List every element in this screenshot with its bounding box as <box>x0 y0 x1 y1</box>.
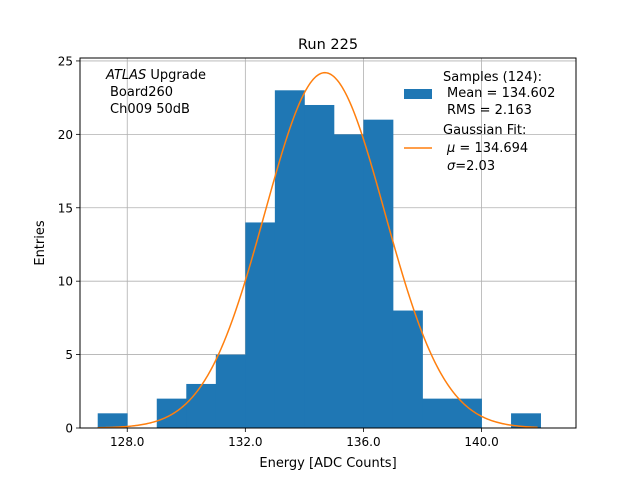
histogram-bar <box>215 354 246 428</box>
sigma-symbol: σ <box>447 159 456 174</box>
legend-fit-mu-value: = 134.694 <box>455 141 528 156</box>
histogram-bar <box>333 134 364 428</box>
histogram-bar <box>304 104 335 428</box>
y-tick-label: 15 <box>58 201 73 215</box>
x-tick-label: 136.0 <box>346 435 380 449</box>
chart-title: Run 225 <box>298 37 358 53</box>
annotation: ATLAS Upgrade Board260 Ch009 50dB <box>105 68 206 117</box>
legend-fit-sigma: σ=2.03 <box>447 159 495 174</box>
legend-samples-rms: RMS = 2.163 <box>447 103 532 118</box>
y-axis-label: Entries <box>33 220 48 266</box>
histogram-bar <box>363 119 394 429</box>
x-tick-label: 128.0 <box>110 435 144 449</box>
annotation-rest: Upgrade <box>146 68 206 83</box>
y-tick-label: 10 <box>58 275 73 289</box>
histogram-bar <box>422 398 453 428</box>
axis-ticks: 128.0 132.0 136.0 140.0 0 5 10 15 20 25 <box>58 54 499 449</box>
gaussian-fit-curve <box>97 71 538 429</box>
histogram-bar <box>511 413 541 428</box>
legend-samples-title: Samples (124): <box>443 70 542 85</box>
y-tick-label: 5 <box>65 348 73 362</box>
histogram-bar <box>97 413 128 428</box>
histogram-bars <box>97 90 541 429</box>
x-axis-label: Energy [ADC Counts] <box>259 456 396 471</box>
histogram-bar <box>156 398 187 428</box>
legend: Samples (124): Mean = 134.602 RMS = 2.16… <box>404 70 555 174</box>
annotation-line-2: Board260 <box>110 85 173 100</box>
histogram-bar <box>245 222 276 428</box>
histogram-bar <box>186 383 217 428</box>
x-tick-label: 140.0 <box>464 435 498 449</box>
annotation-italic: ATLAS <box>105 68 146 83</box>
legend-fit-sigma-value: =2.03 <box>455 159 495 174</box>
mu-symbol: μ <box>446 141 455 156</box>
y-tick-label: 20 <box>58 128 73 142</box>
plot-frame <box>79 57 577 429</box>
y-tick-label: 0 <box>65 422 73 436</box>
histogram-bar <box>274 90 305 429</box>
annotation-line-1: ATLAS Upgrade <box>105 68 206 83</box>
x-tick-label: 132.0 <box>228 435 262 449</box>
histogram-bar <box>392 310 423 428</box>
legend-fit-mu: μ = 134.694 <box>446 141 528 156</box>
legend-samples-mean: Mean = 134.602 <box>447 86 555 101</box>
y-tick-label: 25 <box>58 54 73 68</box>
legend-hist-swatch <box>404 89 432 99</box>
legend-fit-title: Gaussian Fit: <box>443 123 526 138</box>
annotation-line-3: Ch009 50dB <box>110 102 190 117</box>
